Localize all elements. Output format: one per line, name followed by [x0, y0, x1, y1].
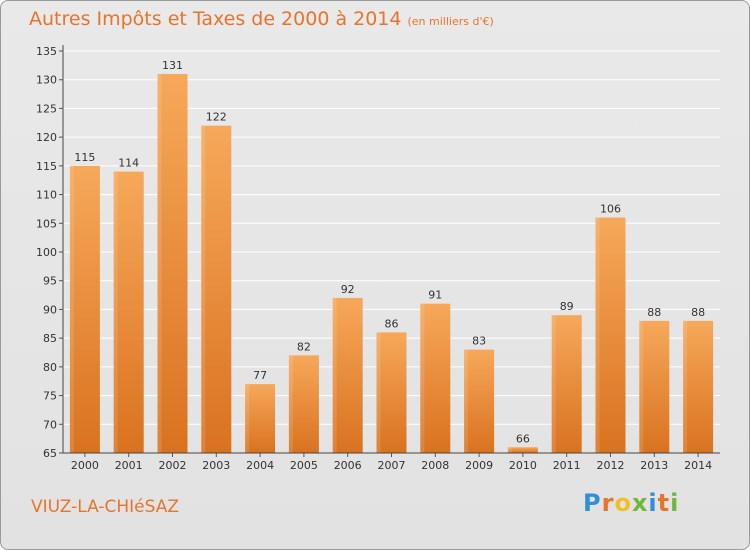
- y-tick-label: 100: [36, 246, 57, 259]
- value-label: 115: [74, 151, 95, 164]
- value-label: 131: [162, 59, 183, 72]
- bar-highlight: [157, 73, 162, 453]
- x-tick-label: 2002: [159, 459, 187, 472]
- logo-letter: i: [648, 489, 658, 517]
- x-tick-label: 2014: [684, 459, 712, 472]
- chart-title-main: Autres Impôts et Taxes de 2000 à 2014: [29, 8, 402, 30]
- bar-highlight: [639, 320, 644, 453]
- x-tick-label: 2003: [202, 459, 230, 472]
- axes: 65 70 75 80 85 90 95 100 105 110 115 120 125 130 135 20…: [36, 45, 720, 472]
- value-label: 122: [206, 111, 227, 124]
- bar: [288, 355, 319, 453]
- bar: [113, 171, 144, 453]
- bar: [157, 73, 188, 453]
- value-label: 89: [560, 300, 574, 313]
- bar-highlight: [376, 332, 381, 453]
- commune-name: VIUZ-LA-CHIéSAZ: [31, 497, 180, 517]
- value-label: 88: [647, 306, 661, 319]
- value-label: 92: [341, 283, 355, 296]
- bar-highlight: [464, 349, 469, 453]
- y-tick-label: 85: [43, 332, 57, 345]
- x-tick-label: 2001: [115, 459, 143, 472]
- y-tick-label: 80: [43, 361, 57, 374]
- bar: [551, 315, 582, 453]
- y-tick-label: 130: [36, 74, 57, 87]
- y-tick-label: 75: [43, 390, 57, 403]
- x-tick-label: 2007: [378, 459, 406, 472]
- value-label: 66: [516, 432, 530, 445]
- bar: [464, 349, 495, 453]
- value-label: 83: [472, 335, 486, 348]
- x-tick-label: 2011: [553, 459, 581, 472]
- bars: [69, 73, 714, 454]
- logo-letter: x: [631, 489, 649, 517]
- chart-title-unit: (en milliers d'€): [407, 15, 494, 28]
- bar: [639, 320, 670, 453]
- bar-highlight: [683, 320, 688, 453]
- value-label: 114: [118, 157, 139, 170]
- logo-letter: o: [614, 489, 632, 517]
- bar-highlight: [288, 355, 293, 453]
- y-tick-label: 70: [43, 418, 57, 431]
- bar: [201, 125, 232, 454]
- value-label: 91: [428, 289, 442, 302]
- bar: [69, 165, 100, 453]
- y-tick-label: 110: [36, 189, 57, 202]
- value-label: 106: [600, 203, 621, 216]
- x-tick-label: 2005: [290, 459, 318, 472]
- logo-letter: i: [670, 489, 680, 517]
- bar: [595, 217, 626, 453]
- y-tick-label: 90: [43, 303, 57, 316]
- x-tick-label: 2012: [597, 459, 625, 472]
- chart-title: Autres Impôts et Taxes de 2000 à 2014 (en…: [29, 8, 494, 30]
- y-tick-label: 95: [43, 275, 57, 288]
- logo-letter: t: [657, 489, 671, 517]
- x-tick-label: 2013: [640, 459, 668, 472]
- bar: [420, 303, 451, 453]
- bar-highlight: [201, 125, 206, 454]
- logo-letter: r: [601, 489, 615, 517]
- bar-highlight: [420, 303, 425, 453]
- x-tick-label: 2010: [509, 459, 537, 472]
- value-labels: 115 114 131 122 77 82 92 86 91 83 66 89 106 88 88: [74, 59, 705, 445]
- y-tick-label: 105: [36, 217, 57, 230]
- bar-highlight: [245, 384, 250, 453]
- x-tick-label: 2009: [465, 459, 493, 472]
- bar-highlight: [551, 315, 556, 453]
- proxiti-logo: Proxiti: [583, 489, 679, 517]
- x-tick-label: 2004: [246, 459, 274, 472]
- y-tick-label: 65: [43, 447, 57, 460]
- y-tick-label: 115: [36, 160, 57, 173]
- bar-highlight: [113, 171, 118, 453]
- value-label: 77: [253, 369, 267, 382]
- bar: [376, 332, 407, 453]
- bar-highlight: [332, 297, 337, 453]
- logo-letter: P: [583, 489, 602, 517]
- x-tick-label: 2000: [71, 459, 99, 472]
- y-tick-label: 120: [36, 131, 57, 144]
- value-label: 82: [297, 340, 311, 353]
- bar-highlight: [69, 165, 74, 453]
- x-tick-label: 2008: [421, 459, 449, 472]
- y-tick-label: 125: [36, 102, 57, 115]
- value-label: 86: [385, 317, 399, 330]
- bar-highlight: [595, 217, 600, 453]
- bar: [245, 384, 276, 453]
- bar: [332, 297, 363, 453]
- x-tick-label: 2006: [334, 459, 362, 472]
- y-tick-label: 135: [36, 45, 57, 58]
- bar: [507, 447, 538, 453]
- bar: [683, 320, 714, 453]
- bar-highlight: [507, 447, 512, 453]
- value-label: 88: [691, 306, 705, 319]
